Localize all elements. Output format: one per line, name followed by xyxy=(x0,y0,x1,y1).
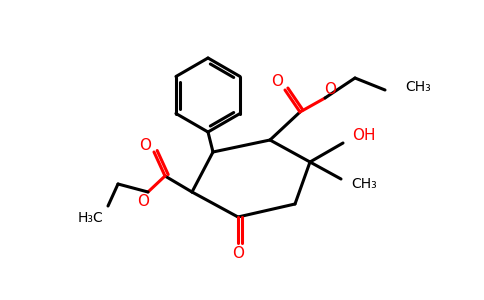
Text: OH: OH xyxy=(352,128,376,143)
Text: CH₃: CH₃ xyxy=(405,80,431,94)
Text: O: O xyxy=(324,82,336,97)
Text: O: O xyxy=(139,137,151,152)
Text: H₃C: H₃C xyxy=(77,211,103,225)
Text: O: O xyxy=(137,194,149,209)
Text: O: O xyxy=(271,74,283,88)
Text: O: O xyxy=(232,245,244,260)
Text: CH₃: CH₃ xyxy=(351,177,377,191)
